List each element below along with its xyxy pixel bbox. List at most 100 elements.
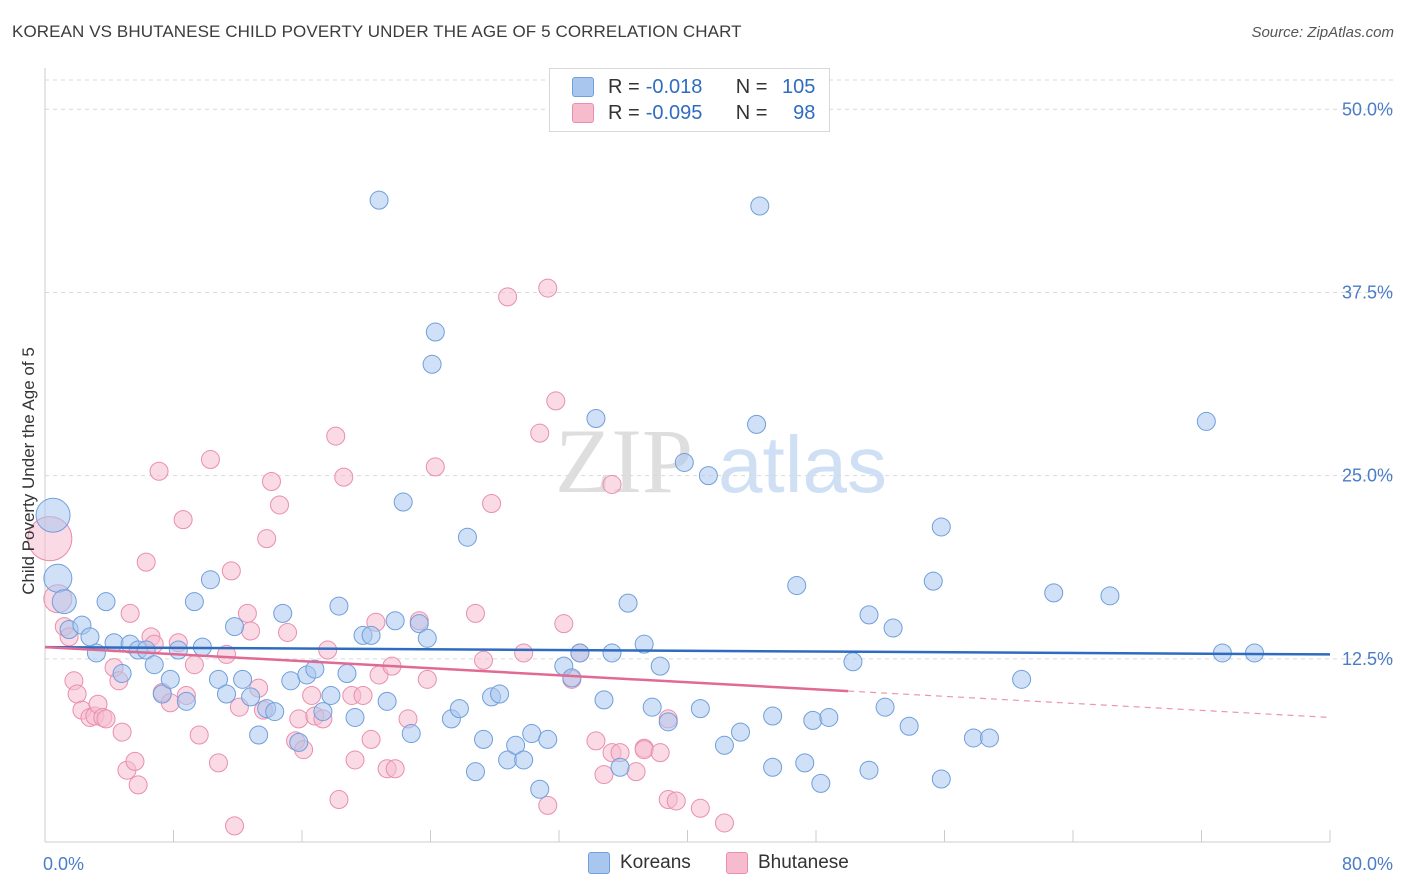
korean-point xyxy=(465,762,485,782)
korean-point xyxy=(337,663,357,683)
legend-bhutanese-label: Bhutanese xyxy=(758,852,849,873)
y-tick-label: 37.5% xyxy=(1342,282,1393,302)
bhutanese-point xyxy=(237,603,257,623)
korean-point xyxy=(522,724,542,744)
korean-point xyxy=(417,628,437,648)
bhutanese-point xyxy=(361,729,381,749)
korean-point xyxy=(425,322,445,342)
korean-point xyxy=(586,409,606,429)
korean-point xyxy=(385,611,405,631)
r-label: R = xyxy=(608,101,640,124)
bhutanese-point xyxy=(530,423,550,443)
r-value: -0.095 xyxy=(645,101,703,124)
korean-point xyxy=(345,707,365,727)
korean-point xyxy=(377,691,397,711)
korean-point xyxy=(763,706,783,726)
n-value: 105 xyxy=(782,75,816,98)
bhutanese-point xyxy=(289,709,309,729)
korean-point xyxy=(979,728,999,748)
bhutanese-point xyxy=(200,450,220,470)
korean-point xyxy=(674,452,694,472)
korean-point xyxy=(184,592,204,612)
bhutanese-point xyxy=(417,669,437,689)
y-axis-label: Child Poverty Under the Age of 5 xyxy=(19,347,38,595)
korean-point xyxy=(811,773,831,793)
y-tick-label: 25.0% xyxy=(1342,466,1393,486)
bhutanese-point xyxy=(217,644,237,664)
bhutanese-point xyxy=(221,561,241,581)
korean-point xyxy=(241,687,261,707)
korean-point xyxy=(530,779,550,799)
korean-point xyxy=(305,659,325,679)
korean-point xyxy=(474,729,494,749)
bhutanese-point xyxy=(690,798,710,818)
korean-point xyxy=(658,712,678,732)
korean-point xyxy=(787,576,807,596)
bhutanese-point xyxy=(278,622,298,642)
bhutanese-trend-line xyxy=(44,645,849,693)
source-credit: Source: ZipAtlas.com xyxy=(1251,24,1394,41)
bhutanese-point xyxy=(666,791,686,811)
korean-point xyxy=(642,697,662,717)
bhutanese-point xyxy=(208,753,228,773)
korean-point xyxy=(747,414,767,434)
korean-point xyxy=(490,684,510,704)
korean-point xyxy=(750,196,770,216)
korean-point xyxy=(883,618,903,638)
bhutanese-point xyxy=(189,725,209,745)
korean-point xyxy=(449,699,469,719)
chart-title: KOREAN VS BHUTANESE CHILD POVERTY UNDER … xyxy=(12,22,742,41)
bhutanese-point xyxy=(474,650,494,670)
korean-point xyxy=(225,617,245,637)
bhutanese-point xyxy=(326,426,346,446)
legend-koreans: Koreans xyxy=(588,852,691,874)
bhutanese-point xyxy=(173,510,193,530)
bhutanese-point xyxy=(96,709,116,729)
x-tick-label: 80.0% xyxy=(1342,854,1393,874)
bhutanese-point xyxy=(128,775,148,795)
korean-point xyxy=(136,640,156,660)
korean-point xyxy=(594,690,614,710)
korean-point xyxy=(43,563,73,593)
korean-point xyxy=(409,614,429,634)
korean-trend-line xyxy=(44,645,1331,656)
bhutanese-point xyxy=(626,762,646,782)
korean-point xyxy=(273,603,293,623)
korean-point xyxy=(361,625,381,645)
bhutanese-point xyxy=(329,790,349,810)
korean-point xyxy=(401,724,421,744)
korean-point xyxy=(514,750,534,770)
gridlines xyxy=(45,79,1395,660)
korean-point xyxy=(931,769,951,789)
bhutanese-point xyxy=(261,472,281,492)
y-tick-label: 12.5% xyxy=(1342,649,1393,669)
n-value: 98 xyxy=(793,101,816,124)
tick-labels: 12.5% 25.0% 37.5% 50.0% 0.0% 80.0% xyxy=(43,99,1393,874)
bhutanese-point xyxy=(650,743,670,763)
korean-point xyxy=(570,643,590,663)
korean-point xyxy=(208,669,228,689)
korean-point xyxy=(763,757,783,777)
korean-point xyxy=(200,570,220,590)
bhutanese-point xyxy=(498,287,518,307)
bhutanese-point xyxy=(634,740,654,760)
bhutanese-point xyxy=(514,643,534,663)
korean-point xyxy=(506,735,526,755)
bhutanese-point xyxy=(257,529,277,549)
korean-point xyxy=(313,702,333,722)
bhutanese-point xyxy=(538,278,558,298)
legend-row-bhutanese: R = -0.095 N = 98 xyxy=(572,101,815,125)
korean-point xyxy=(819,707,839,727)
korean-point xyxy=(249,725,269,745)
legend-koreans-label: Koreans xyxy=(620,852,691,873)
bhutanese-points xyxy=(27,278,734,836)
koreans-swatch-icon xyxy=(572,77,594,97)
korean-point xyxy=(538,729,558,749)
series-legend: Koreans Bhutanese xyxy=(0,852,1406,878)
bhutanese-point xyxy=(184,655,204,675)
korean-point xyxy=(176,691,196,711)
n-label: N = xyxy=(735,75,768,98)
bhutanese-point xyxy=(112,722,132,742)
korean-point xyxy=(152,684,172,704)
